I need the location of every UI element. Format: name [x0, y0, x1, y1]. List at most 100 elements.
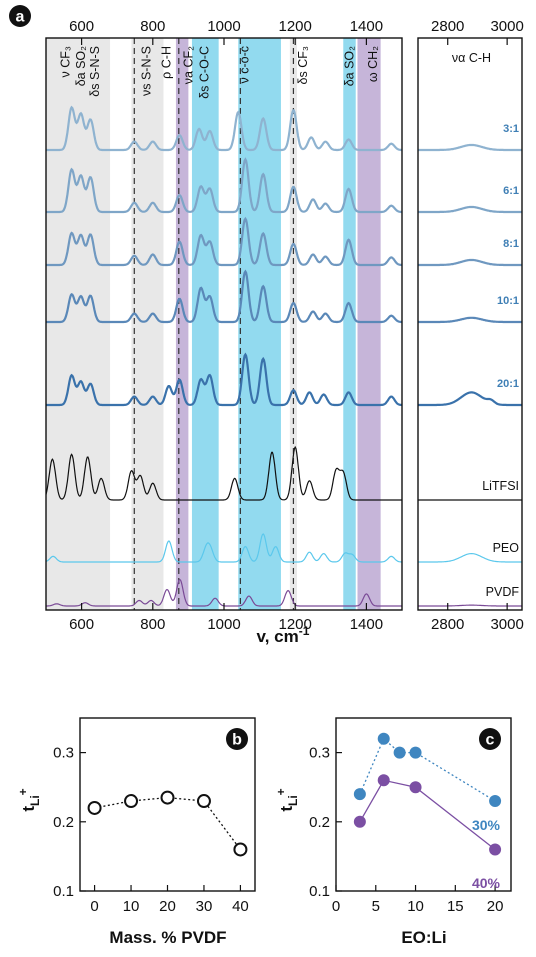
panel-b-y-axis-title-main: t	[19, 806, 38, 812]
panel-c-point-1-0	[353, 815, 366, 828]
panel-letter-badge-c	[479, 728, 501, 750]
panel-c-series-line-1	[359, 779, 496, 851]
band-label-11: να C-H	[452, 51, 491, 65]
panel-b-y-tick-label-0.2: 0.2	[53, 814, 74, 831]
bottom-tick-label-3000: 3000	[490, 616, 523, 633]
spectrum-6-1-right	[418, 205, 522, 214]
top-tick-label-600: 600	[69, 18, 94, 35]
panel-letter-b: b	[232, 732, 242, 749]
spectrum-x-axis-title: v, cm-1	[257, 624, 310, 646]
panel-b-x-tick-label-40: 40	[232, 898, 249, 915]
band-label-6: δs C-O-C	[197, 46, 211, 99]
sample-label-3-1: 3:1	[503, 123, 519, 135]
top-tick-label-1000: 1000	[207, 18, 240, 35]
top-tick-label-1400: 1400	[350, 18, 383, 35]
panel-b-x-tick-label-30: 30	[196, 898, 213, 915]
panel-letter-badge-a	[9, 5, 31, 27]
panel-b-x-axis-title: Mass. % PVDF	[109, 928, 226, 947]
spectrum-peo-left	[45, 533, 402, 563]
panel-c-x-tick-label-0: 0	[332, 898, 340, 915]
top-tick-label-2800: 2800	[431, 18, 464, 35]
panel-c-point-0-0	[353, 788, 366, 801]
sample-label-6-1: 6:1	[503, 185, 519, 197]
panel-c-point-1-3	[489, 843, 502, 856]
panel-b-x-tick-label-10: 10	[123, 898, 140, 915]
panel-c-x-axis-title: EO:Li	[401, 928, 446, 947]
right-spectrum-frame	[417, 37, 523, 611]
band-cyan-6	[343, 38, 356, 610]
sample-label-20-1: 20:1	[497, 378, 519, 390]
sample-labels: 3:1 6:1 8:1 10:1 20:1 LiTFSI PEO PVDF	[482, 123, 519, 599]
spectrum-20-1-right	[418, 391, 522, 407]
panel-b-point-0-1	[124, 794, 139, 809]
panel-c-point-1-1	[377, 774, 390, 787]
spectrum-8-1-left	[46, 216, 403, 267]
panel-c-point-0-1	[377, 732, 390, 745]
band-label-10: ω CH₂	[366, 46, 380, 82]
panel-c-x-tick-label-5: 5	[372, 898, 380, 915]
spectrum-3-1-right	[418, 143, 522, 152]
panel-b-point-0-0	[87, 800, 102, 815]
band-label-3: νs S-N-S	[140, 46, 154, 96]
panel-c-y-tick-label-0.1: 0.1	[309, 883, 330, 900]
panel-c: 0 5 10 15 20 0.1 0.2 0.3 30% 40% EO:Li tLi+ c	[274, 717, 512, 947]
panel-b-y-axis-title-subscript: Li	[28, 795, 42, 806]
band-label-2: δs S-N-S	[88, 46, 102, 97]
panel-b-point-0-3	[196, 794, 211, 809]
top-tick-label-1200: 1200	[279, 18, 312, 35]
bottom-tick-label-600: 600	[69, 616, 94, 633]
band-cyan-3	[191, 38, 219, 610]
band-label-8: δs CF₃	[296, 46, 310, 84]
band-labels: ν CF₃ δa SO₂ δs S-N-S νs S-N-S ρ C-H νa CF₂ δs…	[59, 46, 491, 99]
panel-c-y-axis-title-subscript: Li	[286, 795, 300, 806]
sample-label-litfsi: LiTFSI	[482, 479, 519, 493]
bottom-tick-label-1400: 1400	[350, 616, 383, 633]
band-label-9: δa SO₂	[343, 46, 357, 86]
sample-label-pvdf: PVDF	[486, 585, 520, 599]
panel-a: ν CF₃ δa SO₂ δs S-N-S νs S-N-S ρ C-H νa CF₂ δs…	[9, 5, 524, 646]
panel-c-series-label-40: 40%	[472, 875, 501, 891]
panel-c-y-tick-label-0.3: 0.3	[309, 745, 330, 762]
bottom-tick-label-800: 800	[140, 616, 165, 633]
bottom-tick-label-1200: 1200	[279, 616, 312, 633]
panel-c-series-label-30: 30%	[472, 817, 501, 833]
panel-b-y-axis-title-superscript: +	[16, 788, 30, 795]
panel-b-y-tick-label-0.1: 0.1	[53, 883, 74, 900]
x-axis-title-superscript: -1	[299, 624, 310, 638]
sample-label-8-1: 8:1	[503, 238, 519, 250]
panel-b-plot: 0 10 20 30 40 0.1 0.2 0.3	[53, 745, 249, 915]
dashed-reference-lines	[133, 38, 295, 610]
spectrum-10-1-left	[46, 269, 402, 324]
panel-c-point-0-4	[489, 795, 502, 808]
panel-letter-a: a	[16, 9, 25, 26]
spectrum-litfsi-left	[45, 445, 402, 501]
panel-letter-badge-b	[226, 728, 248, 750]
panel-b-x-tick-label-20: 20	[159, 898, 176, 915]
band-label-4: ρ C-H	[159, 46, 173, 79]
panel-b-point-0-4	[233, 842, 248, 857]
panel-c-x-tick-label-15: 15	[447, 898, 464, 915]
spectrum-axis-ticks: 600 600 800 800 1000 1000 1200 1200 1400 1400 2800…	[69, 18, 524, 633]
band-label-5: νa CF₂	[181, 46, 195, 84]
panel-c-series-line-0	[359, 737, 496, 802]
band-cyan-4	[238, 38, 281, 610]
bottom-tick-label-1000: 1000	[207, 616, 240, 633]
panel-letter-c: c	[486, 732, 495, 749]
panel-b-y-axis-title: tLi+	[16, 788, 42, 811]
panel-b: 0 10 20 30 40 0.1 0.2 0.3 Mass. % PVDF tLi+ b	[16, 717, 256, 947]
band-regions	[46, 38, 381, 610]
band-purple-7	[357, 38, 381, 610]
panel-b-point-0-2	[160, 790, 175, 805]
band-label-1: δa SO₂	[74, 46, 88, 86]
bottom-tick-label-2800: 2800	[431, 616, 464, 633]
panel-c-y-axis-title: tLi+	[274, 788, 300, 811]
panel-b-x-tick-label-0: 0	[90, 898, 98, 915]
x-axis-title-main: v, cm	[257, 627, 299, 646]
band-grey-1	[131, 38, 164, 610]
panel-c-point-0-3	[409, 746, 422, 759]
spectra-series	[45, 105, 522, 607]
spectrum-20-1-left	[46, 352, 403, 407]
spectrum-pvdf-right	[418, 604, 522, 607]
spectrum-6-1-left	[46, 157, 402, 214]
